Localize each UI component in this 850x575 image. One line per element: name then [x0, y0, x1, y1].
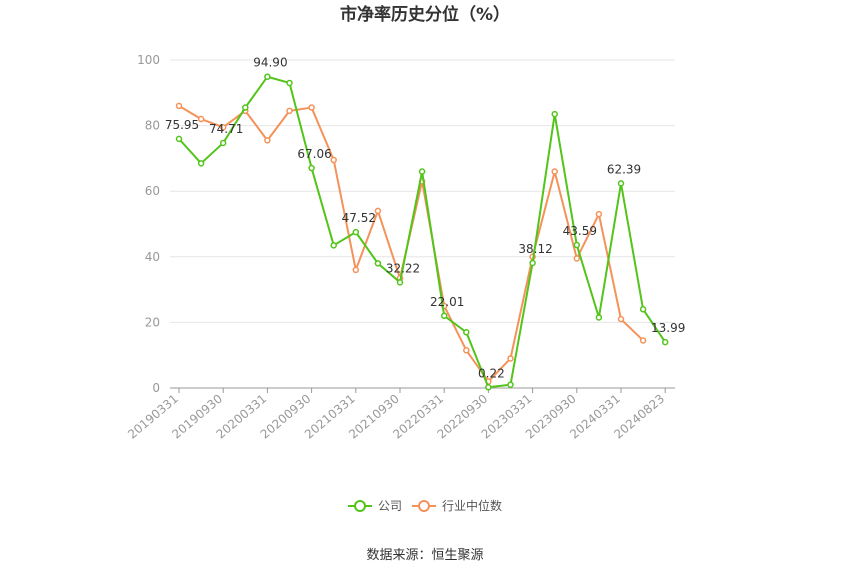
data-point[interactable]	[352, 228, 360, 236]
data-point[interactable]	[595, 210, 603, 218]
y-tick-label: 20	[145, 315, 160, 329]
data-label: 62.39	[607, 162, 641, 176]
chart-title: 市净率历史分位（%）	[340, 4, 510, 25]
data-point[interactable]	[617, 315, 625, 323]
data-label: 22.01	[430, 295, 464, 309]
data-point[interactable]	[175, 102, 183, 110]
data-label: 75.95	[165, 118, 199, 132]
data-point[interactable]	[286, 107, 293, 115]
data-point[interactable]	[639, 337, 647, 344]
y-tick-label: 40	[145, 250, 160, 264]
legend-marker	[418, 500, 430, 512]
data-point[interactable]	[264, 137, 271, 144]
source-note: 数据来源：恒生聚源	[366, 548, 483, 563]
data-point[interactable]	[330, 242, 337, 249]
series-layer	[175, 73, 669, 391]
data-point[interactable]	[418, 168, 426, 175]
data-point[interactable]	[242, 104, 249, 111]
data-point[interactable]	[639, 306, 647, 313]
data-point[interactable]	[286, 79, 293, 87]
y-tick-label: 80	[145, 119, 160, 133]
data-point[interactable]	[175, 135, 183, 143]
data-label: 47.52	[342, 211, 376, 225]
legend-item-industry-median[interactable]: 行业中位数	[442, 498, 502, 513]
data-label: 0.22	[478, 366, 505, 380]
data-point[interactable]	[396, 279, 404, 286]
y-tick-label: 0	[152, 381, 160, 395]
data-point[interactable]	[595, 314, 603, 321]
data-point[interactable]	[573, 255, 581, 262]
data-point[interactable]	[551, 110, 558, 118]
data-label: 32.22	[386, 261, 420, 275]
data-point[interactable]	[485, 384, 492, 391]
data-point[interactable]	[507, 355, 514, 362]
data-point[interactable]	[308, 164, 315, 172]
data-label: 94.90	[253, 56, 287, 70]
data-point[interactable]	[374, 260, 382, 267]
data-point[interactable]	[463, 347, 470, 354]
data-point[interactable]	[308, 104, 315, 111]
y-tick-label: 60	[145, 184, 160, 198]
data-point[interactable]	[352, 266, 360, 274]
legend-marker	[354, 500, 366, 512]
data-point[interactable]	[463, 328, 470, 336]
data-point[interactable]	[551, 168, 558, 175]
y-axis: 0 20 40 60 80 100	[137, 53, 160, 395]
data-point[interactable]	[330, 156, 337, 164]
series-line-industry-median	[178, 105, 644, 383]
data-point[interactable]	[197, 160, 205, 167]
data-point[interactable]	[440, 312, 448, 320]
y-tick-label: 100	[137, 53, 160, 67]
data-label: 67.06	[297, 147, 331, 161]
data-point[interactable]	[219, 139, 227, 147]
legend-item-company[interactable]: 公司	[378, 499, 402, 513]
data-point[interactable]	[219, 123, 227, 131]
data-point[interactable]	[507, 381, 514, 388]
data-label: 13.99	[651, 321, 685, 335]
data-label: 43.59	[563, 224, 597, 238]
legend[interactable]: 公司 行业中位数	[348, 498, 502, 513]
data-label: 38.12	[518, 242, 552, 256]
data-label: 74.71	[209, 122, 243, 136]
x-axis: 2019033120190930202003312020093020210331…	[125, 387, 675, 442]
data-point[interactable]	[197, 115, 205, 123]
data-point[interactable]	[529, 259, 536, 267]
data-point[interactable]	[374, 207, 382, 215]
data-point[interactable]	[264, 73, 271, 80]
data-point[interactable]	[617, 180, 625, 187]
data-point[interactable]	[573, 241, 581, 249]
data-point[interactable]	[661, 338, 669, 346]
data-labels: 75.95 74.71 94.90 67.06 47.52 32.22 22.01 0.22 3…	[165, 56, 686, 381]
